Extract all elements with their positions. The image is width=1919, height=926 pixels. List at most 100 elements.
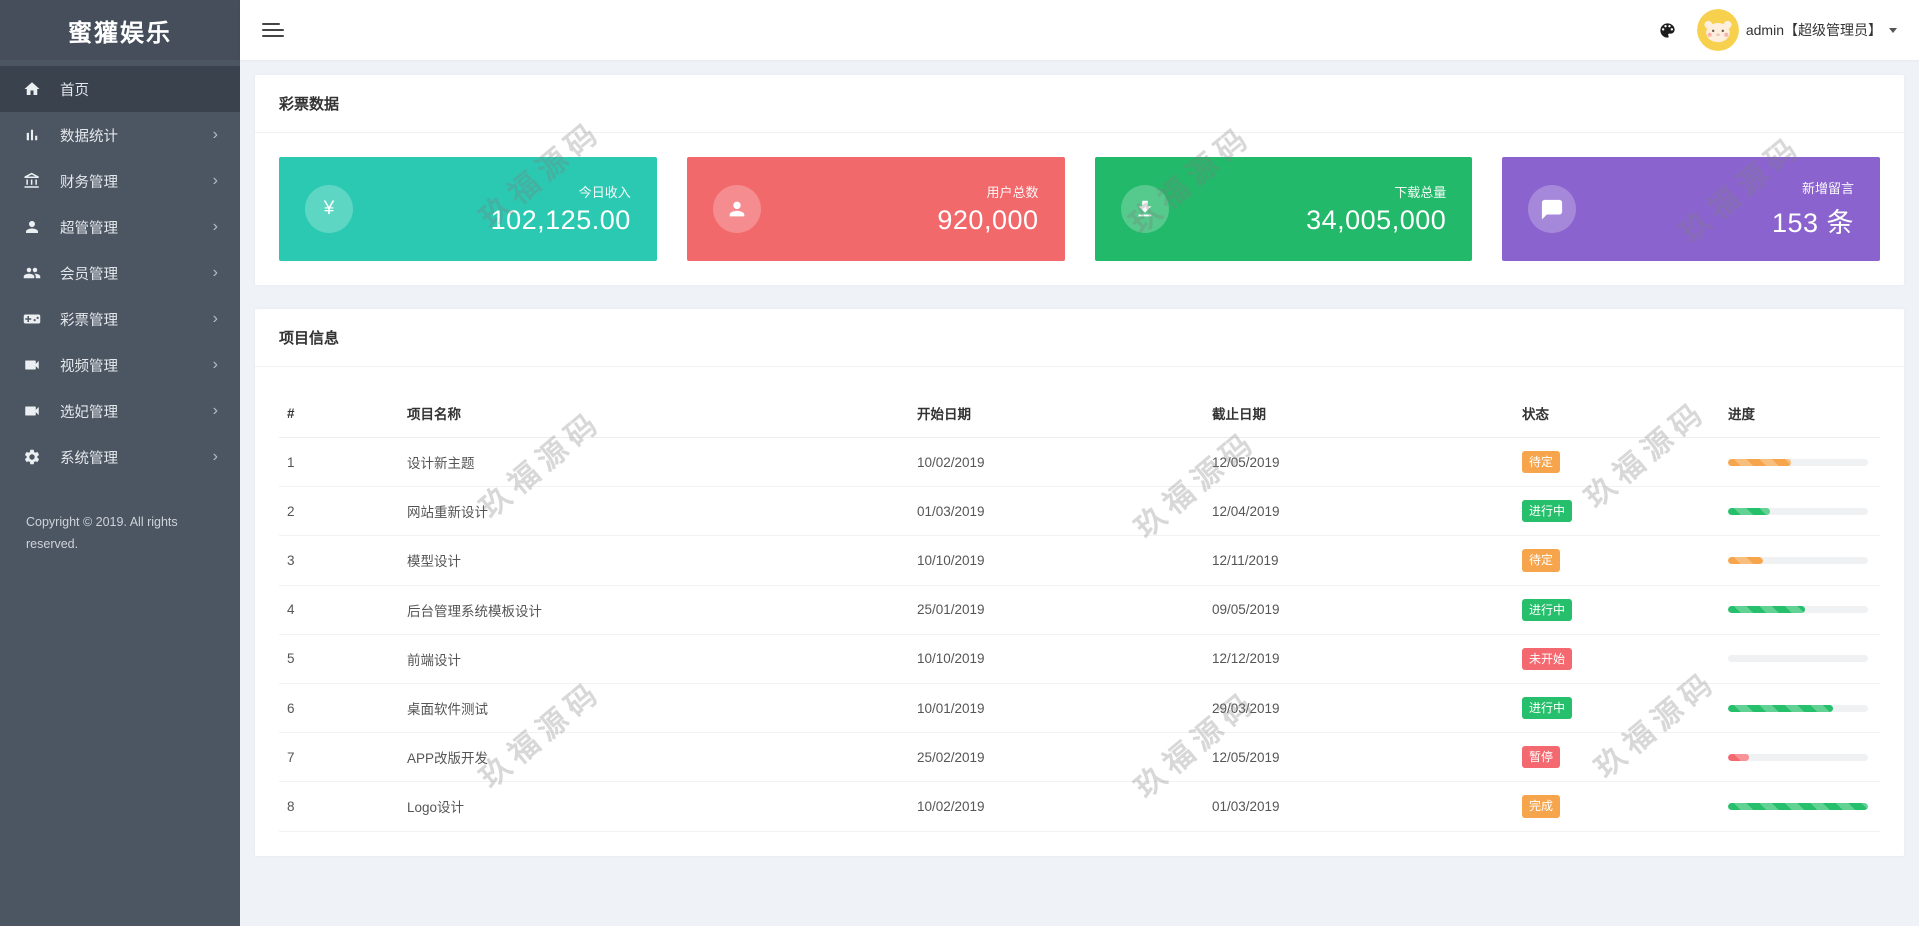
column-header: # bbox=[279, 391, 399, 438]
cell-end-date: 09/05/2019 bbox=[1204, 585, 1514, 635]
sidebar-item-label: 会员管理 bbox=[60, 266, 118, 283]
projects-table-header: # 项目名称 开始日期 截止日期 状态 进度 bbox=[279, 391, 1880, 438]
cell-start-date: 10/02/2019 bbox=[909, 437, 1204, 488]
cell-end-date: 12/11/2019 bbox=[1204, 535, 1514, 586]
chevron-right-icon: › bbox=[212, 310, 218, 327]
cell-end-date: 01/03/2019 bbox=[1204, 781, 1514, 832]
stat-card: 新增留言 153 条 bbox=[1502, 157, 1880, 261]
cell-name: APP改版开发 bbox=[399, 732, 909, 783]
stat-label: 新增留言 bbox=[1801, 181, 1854, 196]
stat-value: 920,000 bbox=[937, 205, 1039, 235]
chevron-right-icon: › bbox=[212, 356, 218, 373]
column-header: 开始日期 bbox=[909, 391, 1204, 438]
cell-name: 设计新主题 bbox=[399, 437, 909, 488]
cell-name: 前端设计 bbox=[399, 634, 909, 684]
sidebar-item-label: 财务管理 bbox=[60, 174, 118, 191]
sidebar-item-bank[interactable]: 财务管理 › bbox=[0, 158, 240, 204]
person-icon bbox=[22, 217, 42, 237]
progress-bar bbox=[1728, 802, 1868, 810]
copyright-text: Copyright © 2019. All rights reserved. bbox=[26, 515, 178, 551]
cell-start-date: 10/10/2019 bbox=[909, 535, 1204, 586]
chat-icon bbox=[1528, 185, 1577, 233]
cell-id: 5 bbox=[279, 634, 399, 684]
projects-card-title: 项目信息 bbox=[255, 309, 1904, 367]
sidebar-nav: 首页 数据统计 › 财务管理 › 超管管理 › 会员管理 › 彩票管理 › 视频… bbox=[0, 66, 240, 480]
gamepad-icon bbox=[22, 309, 42, 329]
cell-id: 2 bbox=[279, 486, 399, 537]
sidebar-item-home[interactable]: 首页 bbox=[0, 66, 240, 112]
cell-start-date: 25/02/2019 bbox=[909, 732, 1204, 783]
column-header: 截止日期 bbox=[1204, 391, 1514, 438]
sidebar-item-gear[interactable]: 系统管理 › bbox=[0, 434, 240, 480]
sidebar-item-label: 选妃管理 bbox=[60, 404, 118, 421]
table-row: 7 APP改版开发 25/02/2019 12/05/2019 暂停 bbox=[279, 732, 1880, 783]
content: 彩票数据 ¥ 今日收入 102,125.00 用户总数 920,000 下载总量… bbox=[240, 60, 1919, 926]
sidebar-item-gamepad[interactable]: 彩票管理 › bbox=[0, 296, 240, 342]
gear-icon bbox=[22, 447, 42, 467]
status-badge: 进行中 bbox=[1522, 696, 1573, 720]
people-icon bbox=[22, 263, 42, 283]
stat-value: 34,005,000 bbox=[1306, 205, 1447, 235]
sidebar-item-label: 首页 bbox=[60, 82, 89, 99]
cell-end-date: 12/05/2019 bbox=[1204, 732, 1514, 783]
home-icon bbox=[22, 79, 42, 99]
cell-id: 1 bbox=[279, 437, 399, 488]
cell-start-date: 10/01/2019 bbox=[909, 683, 1204, 734]
chevron-right-icon: › bbox=[212, 448, 218, 465]
sidebar-item-label: 彩票管理 bbox=[60, 312, 118, 329]
sidebar-item-person[interactable]: 超管管理 › bbox=[0, 204, 240, 250]
status-badge: 完成 bbox=[1522, 795, 1561, 818]
status-badge: 进行中 bbox=[1522, 598, 1573, 621]
cell-id: 6 bbox=[279, 683, 399, 734]
projects-table: # 项目名称 开始日期 截止日期 状态 进度 1 设计新主题 10/02/2019 12/… bbox=[279, 391, 1880, 832]
table-row: 2 网站重新设计 01/03/2019 12/04/2019 进行中 bbox=[279, 486, 1880, 537]
cell-end-date: 12/12/2019 bbox=[1204, 634, 1514, 684]
cell-name: 网站重新设计 bbox=[399, 486, 909, 537]
stat-card: ¥ 今日收入 102,125.00 bbox=[279, 157, 657, 261]
status-badge: 待定 bbox=[1522, 549, 1561, 572]
chevron-right-icon: › bbox=[212, 264, 218, 281]
chevron-right-icon: › bbox=[212, 172, 218, 189]
stat-value: 153 条 bbox=[1771, 208, 1854, 238]
cell-end-date: 12/04/2019 bbox=[1204, 486, 1514, 537]
cell-end-date: 12/05/2019 bbox=[1204, 437, 1514, 488]
menu-toggle-icon[interactable] bbox=[262, 23, 284, 37]
cell-end-date: 29/03/2019 bbox=[1204, 683, 1514, 734]
video-icon bbox=[22, 355, 42, 375]
person-icon bbox=[712, 185, 761, 233]
sidebar-item-label: 系统管理 bbox=[60, 450, 118, 467]
stat-value: 102,125.00 bbox=[490, 205, 631, 235]
yen-icon: ¥ bbox=[305, 185, 353, 233]
sidebar-item-video[interactable]: 选妃管理 › bbox=[0, 388, 240, 434]
topbar: admin【超级管理员】 bbox=[240, 0, 1919, 60]
stat-label: 用户总数 bbox=[986, 185, 1039, 200]
progress-bar bbox=[1728, 606, 1868, 614]
progress-bar bbox=[1728, 458, 1868, 466]
avatar[interactable] bbox=[1696, 9, 1739, 51]
chevron-down-icon bbox=[1889, 27, 1897, 33]
progress-bar bbox=[1728, 507, 1868, 515]
cell-id: 4 bbox=[279, 585, 399, 635]
table-row: 8 Logo设计 10/02/2019 01/03/2019 完成 bbox=[279, 781, 1880, 832]
sidebar-item-video[interactable]: 视频管理 › bbox=[0, 342, 240, 388]
theme-palette-icon[interactable] bbox=[1657, 19, 1679, 41]
chevron-right-icon: › bbox=[212, 218, 218, 235]
cell-start-date: 01/03/2019 bbox=[909, 486, 1204, 537]
table-row: 3 模型设计 10/10/2019 12/11/2019 待定 bbox=[279, 535, 1880, 586]
lottery-card-title: 彩票数据 bbox=[255, 75, 1904, 133]
progress-bar bbox=[1728, 556, 1868, 564]
user-menu[interactable]: admin【超级管理员】 bbox=[1696, 9, 1897, 51]
sidebar-item-bar-chart[interactable]: 数据统计 › bbox=[0, 112, 240, 158]
sidebar: 蜜獾娱乐 首页 数据统计 › 财务管理 › 超管管理 › 会员管理 › 彩票管理… bbox=[0, 0, 240, 926]
sidebar-item-people[interactable]: 会员管理 › bbox=[0, 250, 240, 296]
username: admin【超级管理员】 bbox=[1745, 22, 1882, 38]
chevron-right-icon: › bbox=[212, 126, 218, 143]
stats-row: ¥ 今日收入 102,125.00 用户总数 920,000 下载总量 34,0… bbox=[279, 157, 1880, 261]
cell-id: 7 bbox=[279, 732, 399, 783]
status-badge: 进行中 bbox=[1522, 500, 1573, 523]
cell-id: 3 bbox=[279, 535, 399, 586]
table-row: 6 桌面软件测试 10/01/2019 29/03/2019 进行中 bbox=[279, 683, 1880, 734]
stat-card: 用户总数 920,000 bbox=[686, 157, 1065, 261]
projects-card: 项目信息 # 项目名称 开始日期 截止日期 状态 进度 1 设计新主题 10/02/201… bbox=[255, 309, 1904, 856]
bank-icon bbox=[22, 171, 42, 191]
